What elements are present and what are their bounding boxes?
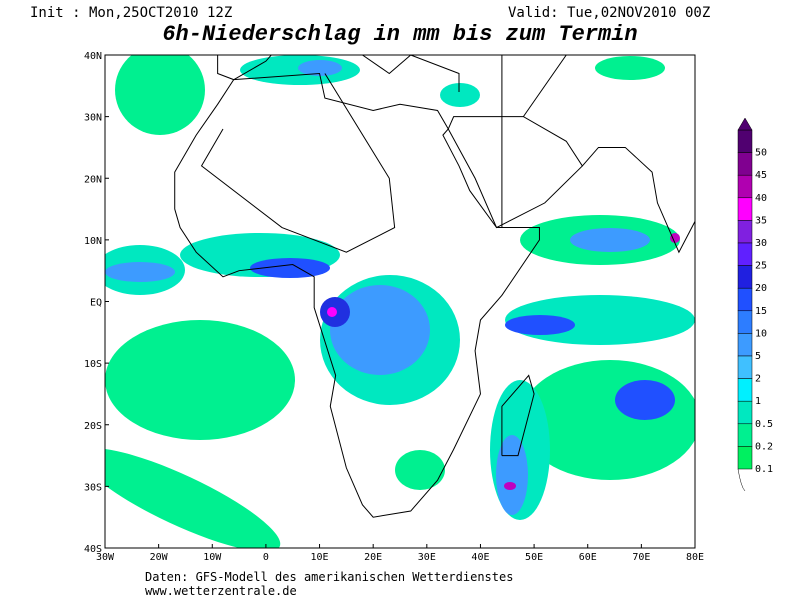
init-time: Init : Mon,25OCT2010 12Z xyxy=(30,5,232,21)
colorbar-label: 25 xyxy=(755,261,767,272)
coastline xyxy=(694,246,695,265)
lon-label: 40E xyxy=(471,552,489,563)
website: www.wetterzentrale.de xyxy=(145,584,297,598)
colorbar-swatch xyxy=(737,152,753,176)
lon-label: 70E xyxy=(632,552,650,563)
colorbar-label: 0.1 xyxy=(755,464,773,475)
lon-label: 60E xyxy=(579,552,597,563)
lat-label: 30N xyxy=(84,113,102,124)
coastline xyxy=(501,374,535,457)
valid-time: Valid: Tue,02NOV2010 00Z xyxy=(508,5,710,21)
colorbar-label: 0.2 xyxy=(755,441,773,452)
precip-area xyxy=(105,320,295,440)
lat-label: EQ xyxy=(90,298,102,309)
colorbar-label: 0.5 xyxy=(755,419,773,430)
coastline xyxy=(174,72,540,518)
lon-label: 10W xyxy=(203,552,222,563)
coastline xyxy=(581,146,695,254)
coastlines xyxy=(174,55,695,518)
colorbar-swatch xyxy=(737,333,753,357)
colorbar-arrow-top xyxy=(737,117,753,131)
colorbar-label: 30 xyxy=(755,238,767,249)
lat-label: 10N xyxy=(84,236,102,247)
lon-label: 30W xyxy=(96,552,115,563)
colorbar-label: 50 xyxy=(755,148,767,159)
precip-area xyxy=(105,448,281,548)
colorbar-swatch xyxy=(737,174,753,199)
colorbar-swatch xyxy=(737,378,753,402)
colorbar-swatch xyxy=(737,197,753,221)
colorbar-label: 40 xyxy=(755,193,767,204)
lat-label: 40S xyxy=(84,544,102,555)
precip-area xyxy=(327,307,337,317)
precip-area xyxy=(395,450,445,490)
precip-area xyxy=(115,55,205,135)
colorbar: 50 45 40 35 30 25 20 15 10 5 2 1 0.5 0.2 0.1 xyxy=(737,117,773,492)
lon-label: 10E xyxy=(311,552,329,563)
lon-label: 0 xyxy=(263,552,269,563)
colorbar-label: 5 xyxy=(755,351,761,362)
precip-area xyxy=(505,315,575,335)
colorbar-label: 20 xyxy=(755,283,767,294)
colorbar-swatch xyxy=(737,355,753,379)
lat-label: 10S xyxy=(84,359,102,370)
precip-area xyxy=(330,285,430,375)
lon-label: 50E xyxy=(525,552,543,563)
colorbar-swatch xyxy=(737,242,753,266)
precip-area xyxy=(250,258,330,278)
colorbar-swatch xyxy=(737,287,753,312)
colorbar-swatch xyxy=(737,446,753,470)
lat-label: 20N xyxy=(84,174,102,185)
precip-area xyxy=(496,435,528,515)
map-title: 6h-Niederschlag in mm bis zum Termin xyxy=(162,22,637,47)
data-source: Daten: GFS-Modell des amerikanischen Wet… xyxy=(145,570,513,584)
precip-area xyxy=(670,233,680,243)
colorbar-swatch xyxy=(737,400,753,425)
precip-area xyxy=(440,83,480,107)
colorbar-swatch xyxy=(737,423,753,447)
precipitation-field xyxy=(105,55,695,548)
precip-area xyxy=(504,482,516,490)
precip-area xyxy=(298,60,342,76)
colorbar-swatch xyxy=(737,265,753,289)
lat-label: 40N xyxy=(84,51,102,62)
lon-label: 20E xyxy=(364,552,382,563)
colorbar-label: 15 xyxy=(755,306,767,317)
colorbar-label: 45 xyxy=(755,170,767,181)
coastline xyxy=(200,73,396,253)
colorbar-label: 1 xyxy=(755,396,761,407)
precip-area xyxy=(595,56,665,80)
colorbar-swatch xyxy=(737,129,753,153)
precip-area xyxy=(105,262,175,282)
colorbar-arrow-bottom xyxy=(737,468,746,492)
lon-label: 30E xyxy=(418,552,436,563)
colorbar-swatch xyxy=(737,220,753,244)
colorbar-label: 2 xyxy=(755,374,761,385)
lat-label: 20S xyxy=(84,421,102,432)
precip-area xyxy=(570,228,650,252)
colorbar-label: 35 xyxy=(755,215,767,226)
colorbar-label: 10 xyxy=(755,328,767,339)
coastline xyxy=(217,55,460,92)
precip-area xyxy=(615,380,675,420)
lat-label: 30S xyxy=(84,482,102,493)
lon-label: 20W xyxy=(150,552,169,563)
colorbar-swatch xyxy=(737,310,753,334)
coastline xyxy=(522,55,588,117)
lon-label: 80E xyxy=(686,552,704,563)
